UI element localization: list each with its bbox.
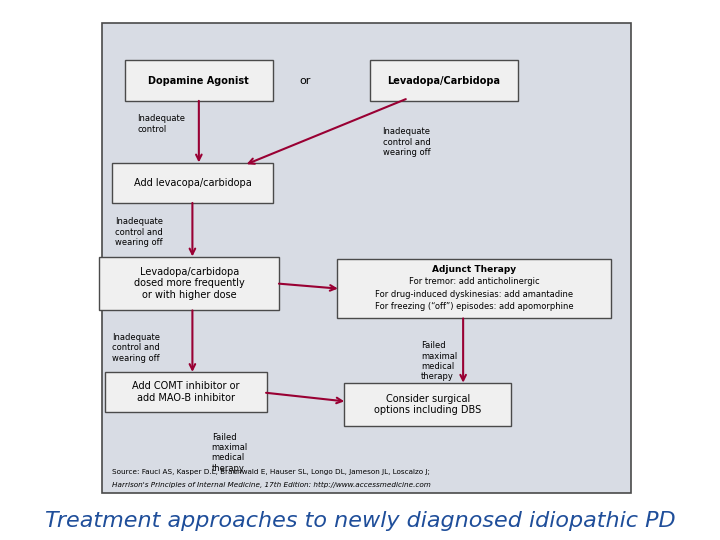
Text: For tremor: add anticholinergic: For tremor: add anticholinergic bbox=[409, 278, 540, 286]
FancyBboxPatch shape bbox=[125, 60, 273, 101]
FancyBboxPatch shape bbox=[105, 372, 266, 413]
FancyBboxPatch shape bbox=[112, 163, 273, 203]
FancyBboxPatch shape bbox=[344, 383, 511, 426]
Text: or: or bbox=[300, 76, 311, 86]
Text: Adjunct Therapy: Adjunct Therapy bbox=[432, 265, 516, 274]
Text: For freezing (“off”) episodes: add apomorphine: For freezing (“off”) episodes: add apomo… bbox=[375, 302, 574, 312]
FancyBboxPatch shape bbox=[338, 259, 611, 319]
Text: Levadopa/Carbidopa: Levadopa/Carbidopa bbox=[387, 76, 500, 86]
Text: Harrison's Principles of Internal Medicine, 17th Edition: http://www.accessmedic: Harrison's Principles of Internal Medici… bbox=[112, 482, 431, 488]
Text: Inadequate
control and
wearing off: Inadequate control and wearing off bbox=[382, 127, 431, 157]
Text: Treatment approaches to newly diagnosed idiopathic PD: Treatment approaches to newly diagnosed … bbox=[45, 511, 675, 531]
FancyBboxPatch shape bbox=[99, 256, 279, 310]
FancyBboxPatch shape bbox=[102, 23, 631, 493]
Text: Add levacopa/carbidopa: Add levacopa/carbidopa bbox=[133, 178, 251, 188]
Text: Dopamine Agonist: Dopamine Agonist bbox=[148, 76, 249, 86]
Text: Failed
maximal
medical
therapy: Failed maximal medical therapy bbox=[421, 341, 457, 381]
Text: Consider surgical
options including DBS: Consider surgical options including DBS bbox=[374, 394, 481, 415]
Text: Add COMT inhibitor or
add MAO-B inhibitor: Add COMT inhibitor or add MAO-B inhibito… bbox=[132, 381, 240, 403]
FancyBboxPatch shape bbox=[369, 60, 518, 101]
Text: For drug-induced dyskinesias: add amantadine: For drug-induced dyskinesias: add amanta… bbox=[375, 290, 573, 299]
Text: Inadequate
control and
wearing off: Inadequate control and wearing off bbox=[112, 333, 160, 363]
Text: Source: Fauci AS, Kasper D.L, Braunwald E, Hauser SL, Longo DL, Jameson JL, Losc: Source: Fauci AS, Kasper D.L, Braunwald … bbox=[112, 469, 430, 475]
Text: Levadopa/carbidopa
dosed more frequently
or with higher dose: Levadopa/carbidopa dosed more frequently… bbox=[134, 267, 245, 300]
Text: Inadequate
control and
wearing off: Inadequate control and wearing off bbox=[115, 218, 163, 247]
Text: Inadequate
control: Inadequate control bbox=[138, 114, 186, 133]
Text: Failed
maximal
medical
therapy: Failed maximal medical therapy bbox=[212, 433, 248, 472]
